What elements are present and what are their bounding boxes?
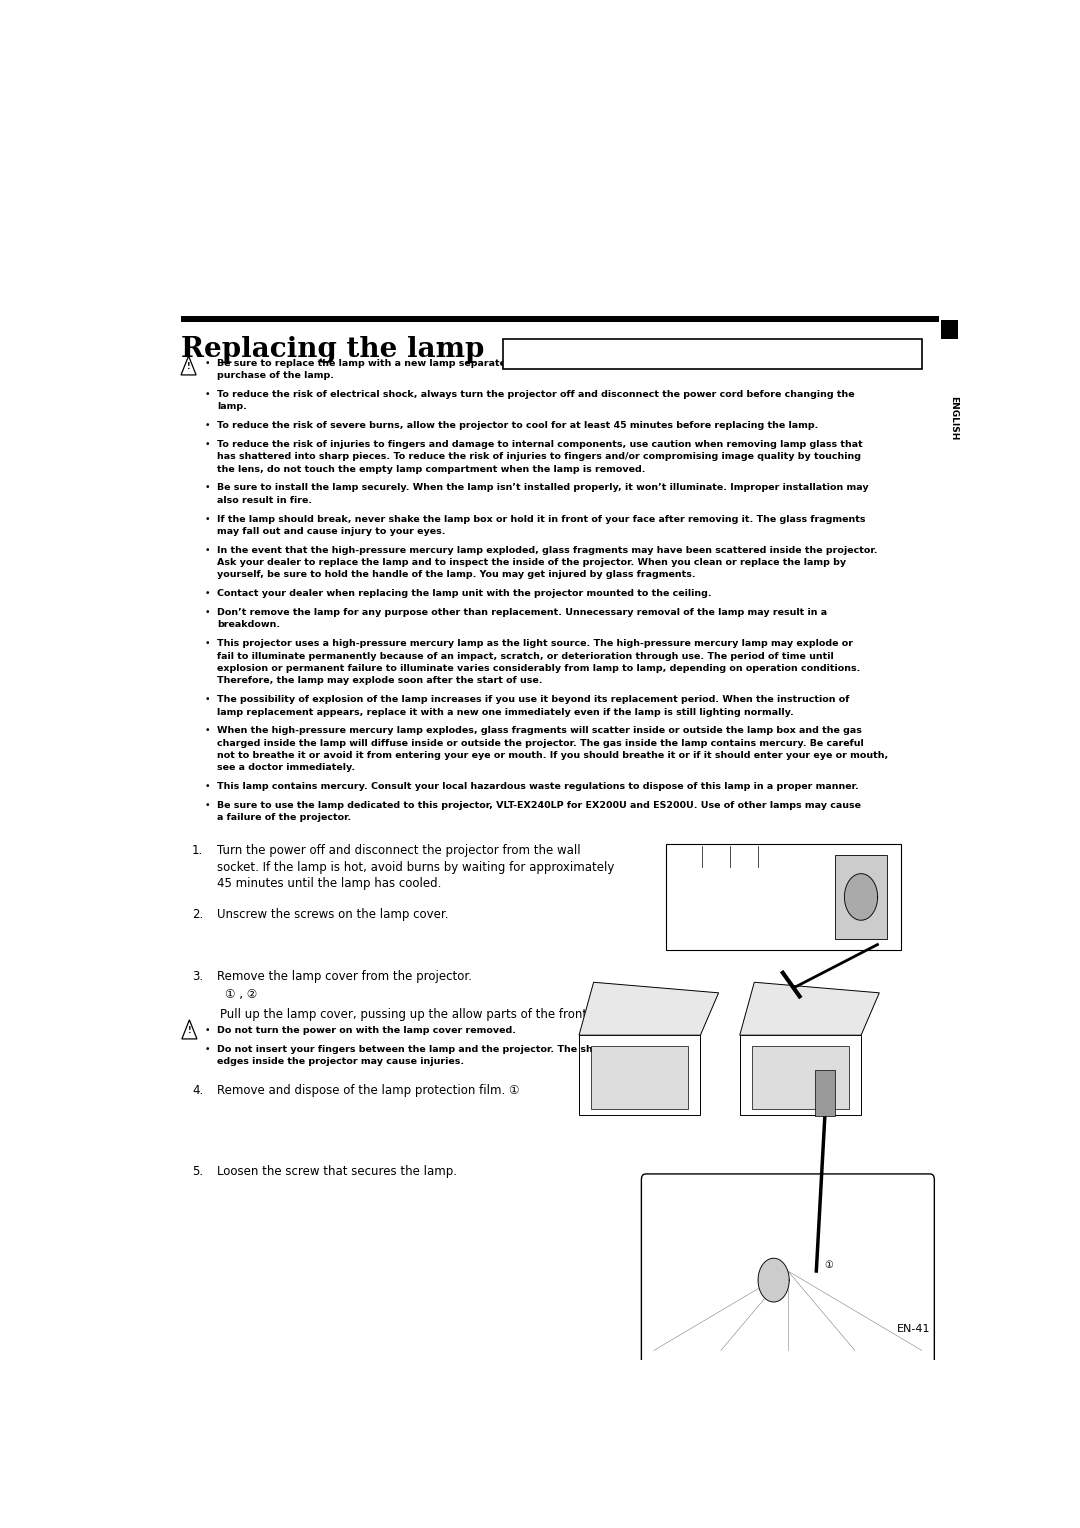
Polygon shape (740, 983, 879, 1034)
Text: The possibility of explosion of the lamp increases if you use it beyond its repl: The possibility of explosion of the lamp… (217, 695, 849, 704)
Text: •: • (205, 390, 211, 399)
Text: •: • (205, 782, 211, 792)
Text: Turn the power off and disconnect the projector from the wall: Turn the power off and disconnect the pr… (217, 843, 581, 857)
Bar (835, 854, 887, 940)
Text: •: • (205, 1027, 211, 1036)
Text: charged inside the lamp will diffuse inside or outside the projector. The gas in: charged inside the lamp will diffuse ins… (217, 738, 864, 747)
Text: To reduce the risk of electrical shock, always turn the projector off and discon: To reduce the risk of electrical shock, … (217, 390, 854, 399)
Text: 2.: 2. (192, 908, 203, 921)
Text: ① , ②: ① , ② (226, 989, 258, 1001)
Text: Do not insert your fingers between the lamp and the projector. The sharp: Do not insert your fingers between the l… (217, 1045, 610, 1054)
Text: lamp replacement appears, replace it with a new one immediately even if the lamp: lamp replacement appears, replace it wit… (217, 707, 794, 717)
Text: ①: ① (824, 1261, 834, 1270)
Text: To reduce the risk of injuries to fingers and damage to internal components, use: To reduce the risk of injuries to finger… (217, 440, 863, 449)
Polygon shape (758, 1258, 789, 1302)
Text: •: • (205, 422, 211, 429)
Polygon shape (579, 983, 718, 1034)
Text: If the lamp should break, never shake the lamp box or hold it in front of your f: If the lamp should break, never shake th… (217, 515, 865, 524)
Bar (814, 1071, 835, 1115)
Text: 45 minutes until the lamp has cooled.: 45 minutes until the lamp has cooled. (217, 877, 442, 891)
Text: Replacing the lamp: Replacing the lamp (181, 336, 485, 364)
Text: •: • (205, 695, 211, 704)
Text: socket. If the lamp is hot, avoid burns by waiting for approximately: socket. If the lamp is hot, avoid burns … (217, 860, 615, 874)
Text: Contact your dealer when replacing the lamp unit with the projector mounted to t: Contact your dealer when replacing the l… (217, 590, 712, 599)
Text: explosion or permanent failure to illuminate varies considerably from lamp to la: explosion or permanent failure to illumi… (217, 665, 861, 672)
Text: Remove the lamp cover from the projector.: Remove the lamp cover from the projector… (217, 970, 472, 983)
Text: a failure of the projector.: a failure of the projector. (217, 813, 351, 822)
Text: •: • (205, 801, 211, 810)
Bar (591, 1045, 688, 1109)
Text: EN-41: EN-41 (896, 1325, 930, 1334)
Text: see a doctor immediately.: see a doctor immediately. (217, 764, 355, 773)
Text: •: • (205, 639, 211, 648)
Text: •: • (205, 590, 211, 599)
Text: Therefore, the lamp may explode soon after the start of use.: Therefore, the lamp may explode soon aft… (217, 677, 542, 686)
Text: edges inside the projector may cause injuries.: edges inside the projector may cause inj… (217, 1057, 464, 1067)
Text: the lens, do not touch the empty lamp compartment when the lamp is removed.: the lens, do not touch the empty lamp co… (217, 465, 646, 474)
Text: Don’t remove the lamp for any purpose other than replacement. Unnecessary remova: Don’t remove the lamp for any purpose ot… (217, 608, 827, 617)
Text: Remove and dispose of the lamp protection film. ①: Remove and dispose of the lamp protectio… (217, 1083, 519, 1097)
Text: •: • (205, 440, 211, 449)
Polygon shape (845, 874, 878, 920)
Text: 4.: 4. (192, 1083, 203, 1097)
Text: Pull up the lamp cover, pussing up the allow parts of the front panel.: Pull up the lamp cover, pussing up the a… (219, 1008, 627, 1021)
Text: has shattered into sharp pieces. To reduce the risk of injuries to fingers and/o: has shattered into sharp pieces. To redu… (217, 452, 861, 461)
Text: yourself, be sure to hold the handle of the lamp. You may get injured by glass f: yourself, be sure to hold the handle of … (217, 570, 696, 579)
Text: •: • (205, 515, 211, 524)
Text: •: • (205, 359, 211, 368)
Text: Do not turn the power on with the lamp cover removed.: Do not turn the power on with the lamp c… (217, 1027, 516, 1036)
Text: Be sure to use the lamp dedicated to this projector, VLT-EX240LP for EX200U and : Be sure to use the lamp dedicated to thi… (217, 801, 861, 810)
Text: •: • (205, 726, 211, 735)
Bar (752, 1045, 849, 1109)
Text: This projector uses a high-pressure mercury lamp as the light source. The high-p: This projector uses a high-pressure merc… (217, 639, 853, 648)
Text: fail to illuminate permanently because of an impact, scratch, or deterioration t: fail to illuminate permanently because o… (217, 651, 834, 660)
Text: •: • (205, 483, 211, 492)
Text: •: • (205, 608, 211, 617)
Bar (666, 843, 901, 950)
Polygon shape (181, 356, 197, 374)
Text: To reduce the risk of severe burns, allow the projector to cool for at least 45 : To reduce the risk of severe burns, allo… (217, 422, 819, 429)
Text: also result in fire.: also result in fire. (217, 495, 312, 504)
Text: In the event that the high-pressure mercury lamp exploded, glass fragments may h: In the event that the high-pressure merc… (217, 545, 878, 555)
Text: Unscrew the screws on the lamp cover.: Unscrew the screws on the lamp cover. (217, 908, 448, 921)
Bar (503, 339, 922, 370)
Text: 3.: 3. (192, 970, 203, 983)
Text: !: ! (187, 362, 190, 371)
Text: •: • (205, 1045, 211, 1054)
Text: ENGLISH: ENGLISH (949, 396, 958, 442)
Text: lamp.: lamp. (217, 402, 247, 411)
Text: Be sure to replace the lamp with a new lamp separately sold that is exclusive to: Be sure to replace the lamp with a new l… (217, 359, 852, 368)
Bar (181, 316, 939, 322)
FancyBboxPatch shape (642, 1174, 934, 1368)
Bar (740, 1034, 861, 1114)
Text: purchase of the lamp.: purchase of the lamp. (217, 371, 334, 380)
Text: •: • (205, 545, 211, 555)
Bar (941, 319, 958, 339)
Text: When the high-pressure mercury lamp explodes, glass fragments will scatter insid: When the high-pressure mercury lamp expl… (217, 726, 862, 735)
Polygon shape (181, 1019, 197, 1039)
Bar (579, 1034, 701, 1114)
Text: 1.: 1. (192, 843, 203, 857)
Text: Be sure to install the lamp securely. When the lamp isn’t installed properly, it: Be sure to install the lamp securely. Wh… (217, 483, 868, 492)
Text: 5.: 5. (192, 1166, 203, 1178)
Text: Spare lamp for EX200U/ES200U: VLT-EX240LP: Spare lamp for EX200U/ES200U: VLT-EX240L… (562, 347, 863, 361)
Text: !: ! (188, 1025, 191, 1034)
Text: not to breathe it or avoid it from entering your eye or mouth. If you should bre: not to breathe it or avoid it from enter… (217, 752, 888, 759)
Text: Ask your dealer to replace the lamp and to inspect the inside of the projector. : Ask your dealer to replace the lamp and … (217, 558, 846, 567)
Text: may fall out and cause injury to your eyes.: may fall out and cause injury to your ey… (217, 527, 446, 536)
Text: breakdown.: breakdown. (217, 620, 280, 630)
Text: Loosen the screw that secures the lamp.: Loosen the screw that secures the lamp. (217, 1166, 457, 1178)
Text: This lamp contains mercury. Consult your local hazardous waste regulations to di: This lamp contains mercury. Consult your… (217, 782, 859, 792)
